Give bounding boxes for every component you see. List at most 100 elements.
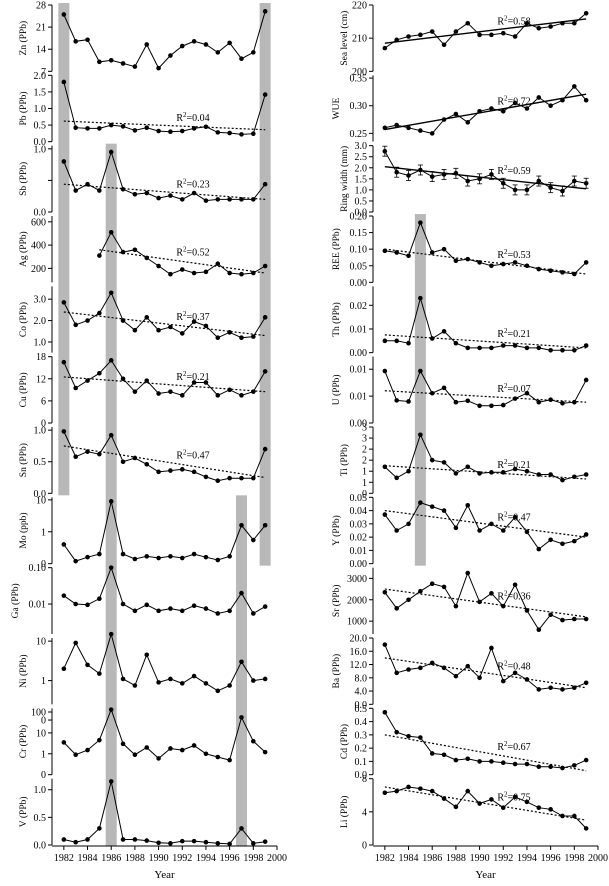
y-axis-label: Sn (PPb) bbox=[18, 443, 29, 477]
x-tick-label: 1988 bbox=[446, 853, 466, 864]
x-tick-label: 1986 bbox=[422, 853, 442, 864]
y-tick-label: 0.05 bbox=[350, 493, 368, 504]
data-point bbox=[203, 839, 209, 845]
data-point bbox=[179, 681, 185, 686]
data-point bbox=[536, 345, 542, 351]
data-point bbox=[429, 174, 435, 179]
data-point bbox=[179, 608, 185, 614]
data-point bbox=[429, 390, 435, 396]
data-point bbox=[120, 459, 126, 465]
data-point bbox=[144, 255, 150, 261]
x-tick-label: 1996 bbox=[541, 853, 561, 864]
data-point bbox=[144, 315, 150, 320]
data-point bbox=[477, 32, 482, 38]
y-tick-label: 0.5 bbox=[355, 196, 368, 207]
panel-left-sn: 0.0 0.5 1.0 Sn (PPb) R2=0.47 bbox=[18, 426, 268, 500]
series-line bbox=[63, 632, 266, 692]
data-point bbox=[120, 186, 126, 192]
data-point bbox=[418, 735, 423, 740]
y-axis-label: Ba (PPb) bbox=[331, 654, 342, 689]
data-point bbox=[560, 813, 565, 819]
data-point bbox=[156, 128, 161, 134]
data-point bbox=[548, 103, 553, 109]
series-line bbox=[63, 81, 266, 135]
r-squared-label: R2=0.52 bbox=[176, 246, 209, 259]
data-point bbox=[61, 740, 67, 745]
data-point bbox=[453, 171, 459, 176]
y-tick-label: 0.1 bbox=[355, 757, 368, 768]
panel-left-zn: 7 14 21 28 Zn (PPb) bbox=[18, 1, 268, 78]
r-squared-label: R2=0.36 bbox=[497, 590, 530, 603]
y-tick-label: 20.0 bbox=[350, 634, 368, 645]
data-point bbox=[168, 129, 173, 135]
data-point bbox=[572, 347, 577, 353]
data-point bbox=[132, 64, 138, 69]
data-point bbox=[85, 837, 90, 842]
y-tick-label: 0.0 bbox=[355, 208, 368, 219]
r-squared-label: R2=0.75 bbox=[497, 790, 530, 803]
y-tick-label: 4.0 bbox=[355, 687, 368, 698]
data-point bbox=[61, 300, 67, 305]
r-squared-label: R2=0.58 bbox=[497, 15, 530, 28]
data-point bbox=[382, 45, 388, 51]
data-point bbox=[536, 399, 542, 405]
data-point bbox=[524, 187, 530, 193]
y-tick-label: 0.01 bbox=[350, 392, 368, 403]
data-point bbox=[465, 788, 471, 794]
data-point bbox=[500, 678, 506, 684]
data-point bbox=[572, 616, 577, 622]
data-point bbox=[251, 334, 256, 339]
y-tick-label: 2.5 bbox=[355, 152, 368, 163]
data-point bbox=[441, 665, 447, 671]
y-tick-label: 1 bbox=[362, 478, 367, 489]
y-tick-label: 0.02 bbox=[350, 301, 368, 312]
data-point bbox=[394, 122, 399, 128]
panel-right-ring-width: 0.00.51.01.52.02.53.0 Ring width (mm) R2=0… bbox=[339, 141, 589, 219]
y-tick-label: 0.3 bbox=[355, 730, 368, 741]
data-point bbox=[168, 53, 173, 58]
data-point bbox=[477, 801, 482, 806]
y-axis-label: Sea level (cm) bbox=[339, 11, 350, 66]
y-tick-label: 0.10 bbox=[350, 245, 368, 256]
y-tick-label: 14 bbox=[36, 45, 46, 56]
y-tick-label: 220 bbox=[352, 1, 367, 12]
data-point bbox=[465, 20, 471, 26]
y-tick-label: 28 bbox=[36, 1, 46, 12]
y-tick-label: 0.5 bbox=[34, 457, 47, 468]
data-point bbox=[73, 125, 78, 131]
data-point bbox=[441, 246, 447, 252]
series-line bbox=[384, 786, 587, 829]
y-axis-label: Th (PPb) bbox=[331, 302, 342, 337]
data-point bbox=[477, 675, 482, 681]
data-point bbox=[429, 581, 435, 587]
data-point bbox=[215, 393, 221, 398]
y-axis-label: Ag (PPb) bbox=[18, 231, 29, 267]
data-point bbox=[536, 178, 542, 184]
x-tick-label: 1984 bbox=[78, 853, 98, 864]
data-point bbox=[97, 59, 102, 65]
data-point bbox=[144, 42, 150, 47]
panel-right-wue: 0.25 0.30 0.35 WUE R2=0.72 bbox=[332, 74, 589, 142]
x-axis-left: 1982 1984 1986 1988 1990 1992 1994 1996 1998 2000… bbox=[52, 845, 287, 881]
data-point bbox=[168, 746, 173, 751]
trend-line bbox=[384, 734, 587, 772]
x-tick-label: 1992 bbox=[493, 853, 513, 864]
data-point bbox=[227, 841, 232, 847]
data-point bbox=[512, 466, 518, 472]
data-point bbox=[572, 474, 577, 480]
highlight-bands bbox=[58, 3, 426, 846]
y-tick-label: 10 bbox=[36, 637, 46, 648]
data-point bbox=[429, 250, 435, 255]
data-point bbox=[500, 180, 506, 186]
y-tick-label: 600 bbox=[31, 217, 46, 228]
data-point bbox=[548, 807, 553, 812]
data-point bbox=[179, 838, 185, 844]
highlight-band-1997 bbox=[235, 495, 247, 846]
data-point bbox=[132, 455, 138, 461]
trend-line bbox=[384, 588, 587, 618]
x-tick-label: 1986 bbox=[101, 853, 121, 864]
panel-left-ni: 0 1 10 Ni (PPb) bbox=[18, 631, 268, 727]
y-tick-label: 0.00 bbox=[350, 348, 368, 359]
data-point bbox=[203, 42, 209, 47]
data-point bbox=[203, 198, 209, 203]
